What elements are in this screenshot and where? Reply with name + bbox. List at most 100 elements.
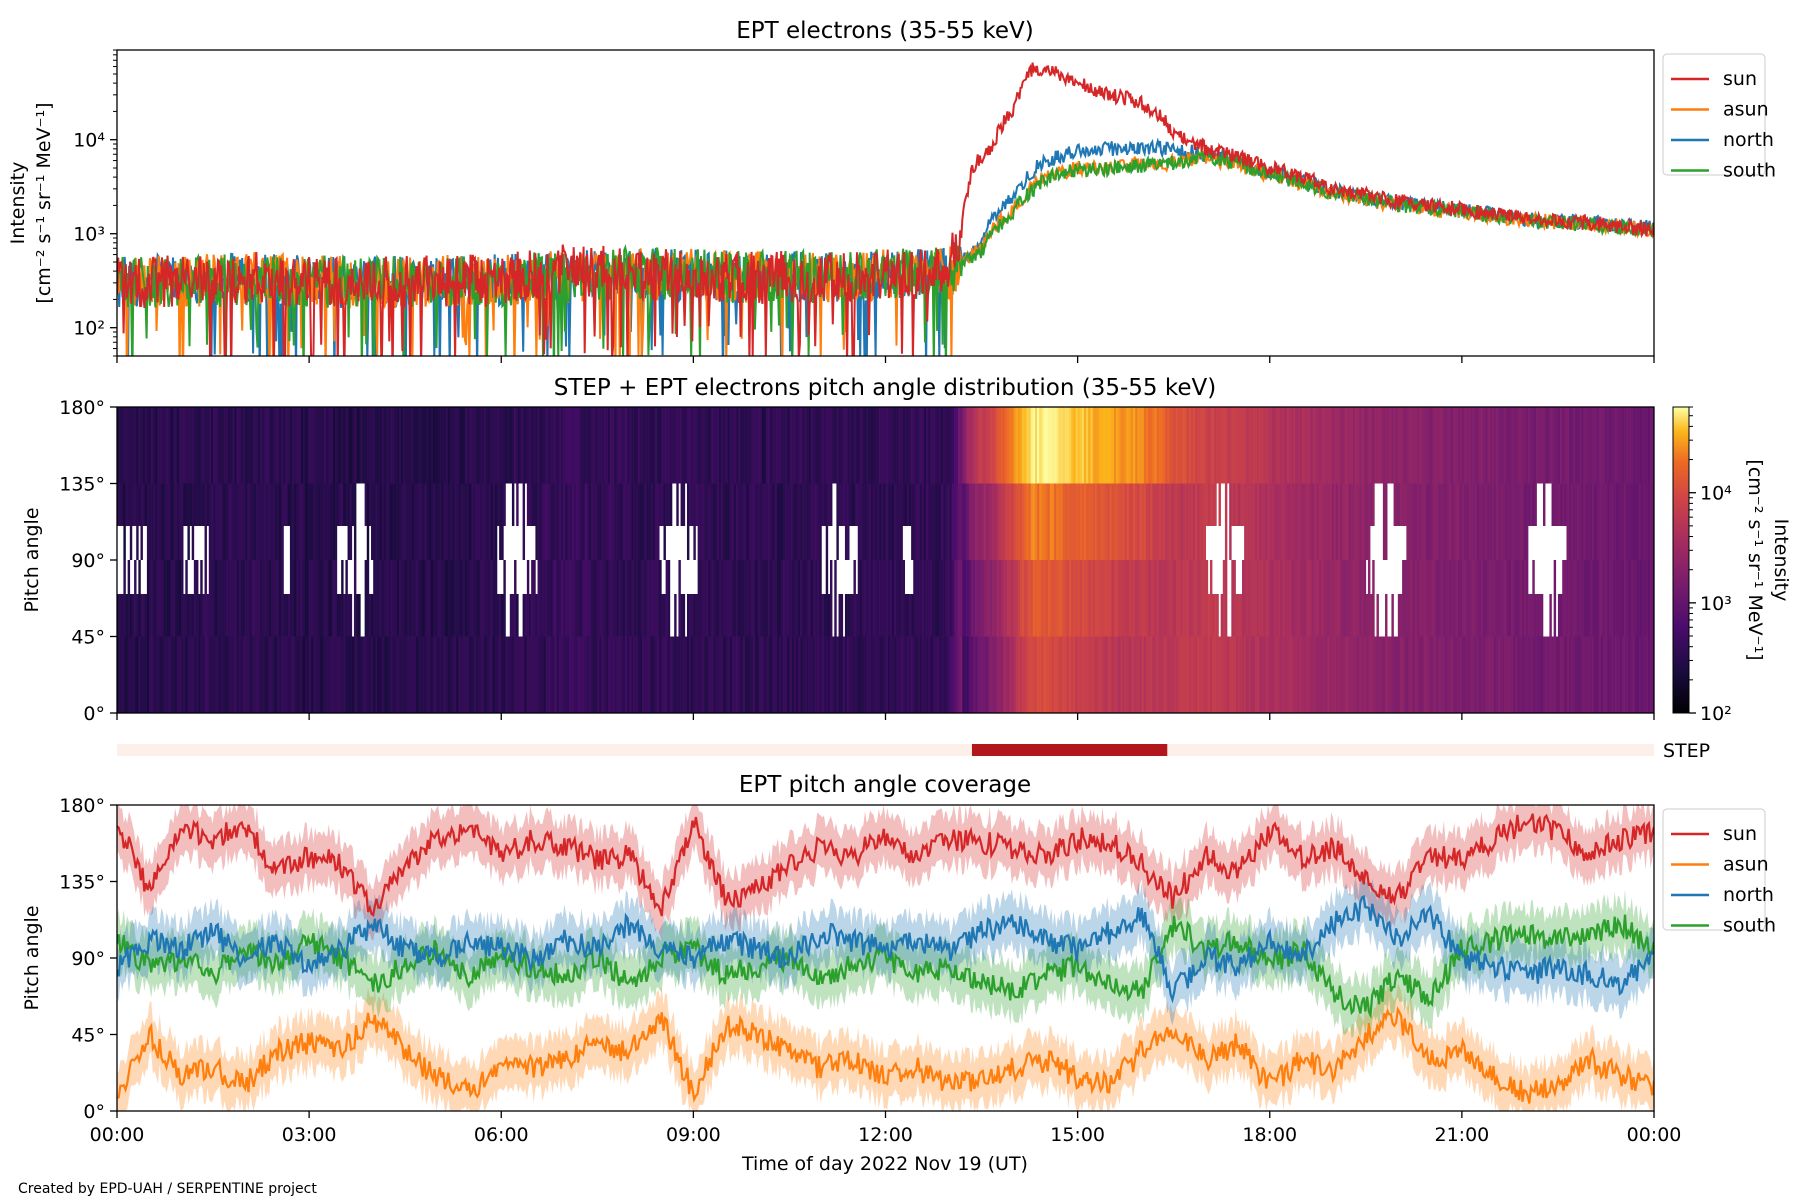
pad-heatmap-cell — [1060, 636, 1063, 713]
pad-heatmap-cell — [1032, 483, 1036, 560]
pad-heatmap-cell — [1596, 560, 1599, 637]
pad-heatmap-cell — [1056, 483, 1059, 560]
pad-heatmap-cell — [1510, 560, 1514, 637]
pad-heatmap-cell — [894, 483, 897, 560]
pad-heatmap-cell — [768, 407, 771, 484]
pad-heatmap-cell — [119, 483, 122, 526]
pad-heatmap-cell — [1301, 483, 1305, 560]
pad-heatmap-cell — [853, 483, 856, 526]
pad-heatmap-cell — [1056, 636, 1059, 713]
pad-heatmap-cell — [1130, 560, 1134, 637]
pad-heatmap-cell — [913, 560, 916, 637]
pad-heatmap-cell — [748, 407, 752, 484]
pad-heatmap-cell — [257, 560, 261, 637]
pad-heatmap-cell — [477, 407, 481, 484]
pad-heatmap-cell — [802, 407, 805, 484]
pad-heatmap-cell — [1604, 407, 1608, 484]
pad-heatmap-cell — [253, 407, 257, 484]
pad-heatmap-cell — [341, 636, 344, 713]
pad-heatmap-cell — [1173, 636, 1177, 713]
pad-heatmap-cell — [584, 636, 587, 713]
pad-heatmap-cell — [917, 636, 920, 713]
pad-heatmap-cell — [1201, 483, 1204, 560]
pad-heatmap-cell — [1534, 594, 1537, 637]
pad-heatmap-cell — [1261, 407, 1264, 484]
pad-heatmap-cell — [960, 560, 963, 637]
pad-heatmap-cell — [264, 636, 267, 713]
pad-heatmap-cell — [383, 636, 387, 713]
pad-heatmap-cell — [187, 636, 190, 713]
pad-heatmap-cell — [597, 407, 600, 484]
pad-heatmap-cell — [733, 483, 737, 560]
pad-heatmap-cell — [225, 560, 229, 637]
pad-heatmap-cell — [1105, 560, 1108, 637]
pad-heatmap-cell — [537, 407, 540, 484]
pad-heatmap-cell — [1310, 407, 1313, 484]
pad-heatmap-cell — [1645, 636, 1648, 713]
pad-heatmap-cell — [776, 560, 780, 637]
pad-heatmap-cell — [309, 560, 312, 637]
pad-heatmap-cell — [1071, 407, 1074, 484]
coverage-band-south — [117, 889, 1654, 1041]
pad-heatmap-cell — [1212, 483, 1215, 526]
pad-heatmap-cell — [614, 560, 617, 637]
pad-heatmap-cell — [633, 636, 637, 713]
pad-heatmap-cell — [1468, 407, 1471, 484]
pad-heatmap-cell — [742, 483, 745, 560]
pad-heatmap-cell — [774, 407, 777, 484]
pad-heatmap-cell — [616, 407, 619, 484]
pad-heatmap-cell — [889, 636, 893, 713]
pad-heatmap-cell — [178, 407, 182, 484]
pad-heatmap-cell — [1547, 407, 1550, 484]
pad-heatmap-cell — [733, 407, 737, 484]
pad-heatmap-cell — [887, 560, 891, 637]
pad-heatmap-cell — [1024, 560, 1027, 637]
pad-heatmap-cell — [1282, 636, 1285, 713]
pad-heatmap-cell — [170, 407, 173, 484]
coverage-xtick-label: 06:00 — [474, 1124, 529, 1146]
pad-heatmap-cell — [253, 483, 257, 560]
pad-heatmap-cell — [345, 560, 348, 637]
pad-heatmap-cell — [718, 636, 722, 713]
pad-heatmap-cell — [1504, 560, 1507, 637]
pad-heatmap-cell — [277, 560, 280, 637]
pad-heatmap-cell — [1645, 407, 1648, 484]
pad-heatmap-cell — [185, 636, 188, 713]
pad-heatmap-cell — [191, 594, 195, 637]
pad-heatmap-cell — [287, 636, 291, 713]
pad-heatmap-cell — [415, 407, 419, 484]
pad-heatmap-cell — [1592, 483, 1595, 560]
pad-heatmap-cell — [1549, 594, 1552, 637]
pad-heatmap-cell — [862, 560, 865, 637]
pad-heatmap-cell — [1207, 483, 1211, 526]
pad-heatmap-cell — [151, 483, 154, 560]
pad-heatmap-cell — [294, 560, 297, 637]
pad-heatmap-cell — [821, 594, 824, 637]
pad-heatmap-cell — [569, 407, 572, 484]
pad-heatmap-cell — [1195, 636, 1198, 713]
pad-heatmap-cell — [1530, 407, 1533, 484]
pad-heatmap-cell — [1116, 560, 1119, 637]
pad-heatmap-cell — [607, 560, 611, 637]
pad-heatmap-cell — [620, 483, 624, 560]
pad-heatmap-cell — [1598, 483, 1601, 560]
pad-heatmap-cell — [563, 636, 566, 713]
pad-heatmap-cell — [411, 483, 415, 560]
pad-heatmap-cell — [1058, 483, 1061, 560]
pad-heatmap-cell — [565, 407, 568, 484]
pad-heatmap-cell — [736, 407, 739, 484]
pad-heatmap-cell — [763, 560, 767, 637]
pad-heatmap-cell — [1148, 407, 1151, 484]
pad-heatmap-cell — [274, 483, 278, 560]
pad-heatmap-cell — [125, 407, 128, 484]
pad-heatmap-cell — [921, 407, 925, 484]
pad-heatmap-cell — [1611, 560, 1614, 637]
pad-heatmap-cell — [765, 560, 769, 637]
pad-heatmap-cell — [951, 407, 955, 484]
pad-heatmap-cell — [285, 483, 289, 526]
pad-heatmap-cell — [1235, 594, 1239, 637]
pad-heatmap-cell — [1568, 560, 1572, 637]
pad-heatmap-cell — [1069, 407, 1072, 484]
pad-heatmap-cell — [793, 407, 797, 484]
pad-heatmap-cell — [1466, 636, 1469, 713]
